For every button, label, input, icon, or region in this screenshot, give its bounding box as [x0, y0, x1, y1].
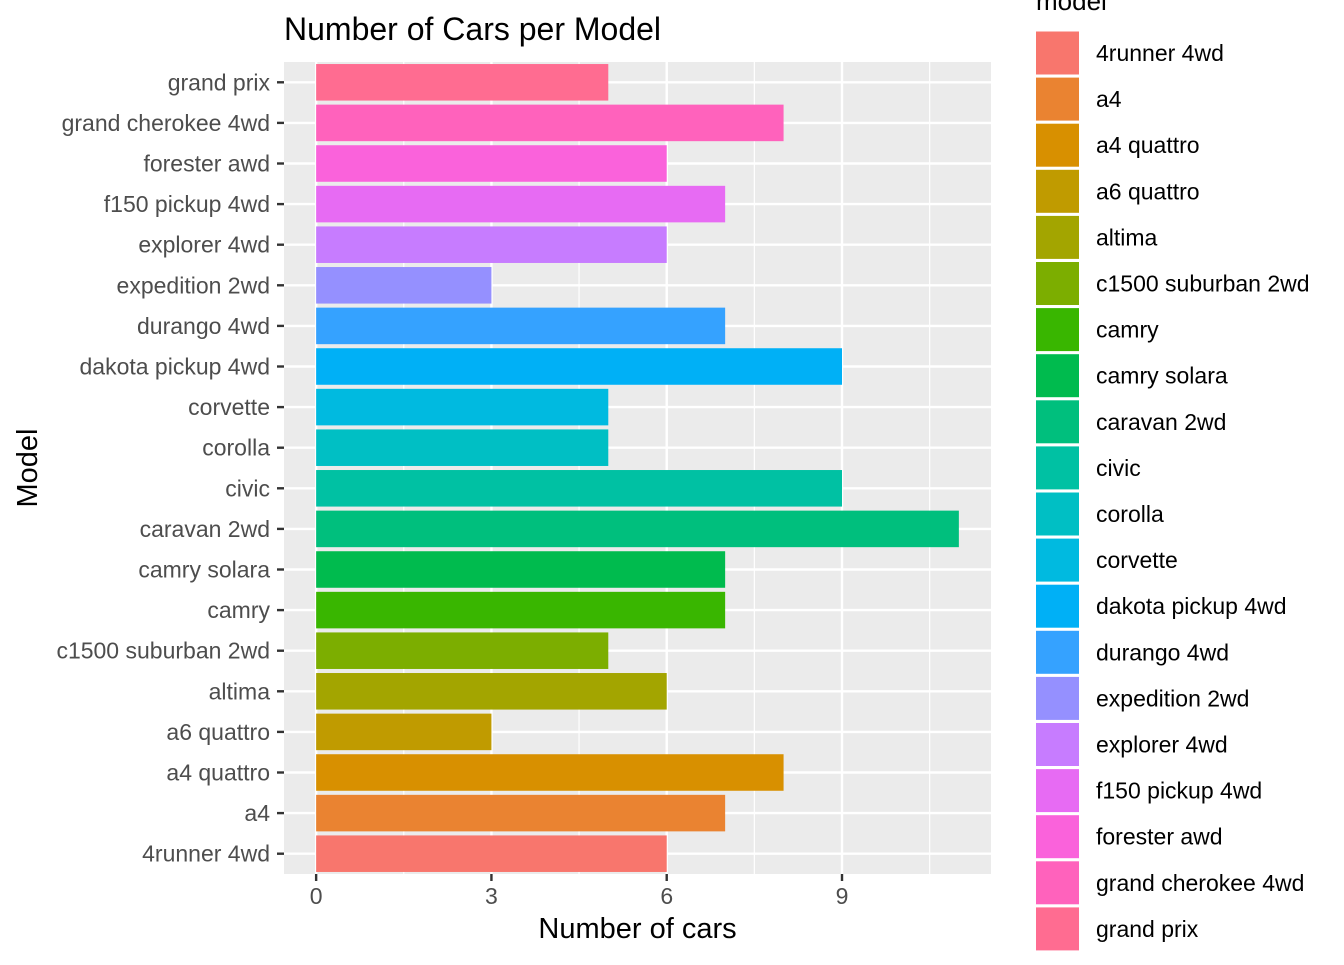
y-tick-label: expedition 2wd	[117, 272, 270, 298]
bar-civic	[316, 470, 843, 507]
legend-title: model	[1036, 0, 1107, 16]
y-tick-label: durango 4wd	[137, 313, 270, 339]
legend-label: c1500 suburban 2wd	[1096, 271, 1310, 297]
legend-label: corvette	[1096, 547, 1178, 573]
legend-key	[1036, 630, 1079, 674]
bar-corolla	[316, 429, 609, 466]
legend-key	[1036, 723, 1079, 766]
bar-camry	[316, 591, 726, 629]
legend-key	[1036, 169, 1079, 213]
x-axis-label: Number of cars	[538, 913, 736, 945]
legend-key	[1036, 400, 1079, 444]
bars	[316, 64, 959, 872]
bar-forester-awd	[316, 145, 667, 182]
bar-4runner-4wd	[316, 835, 667, 872]
legend-key	[1036, 538, 1079, 582]
legend-key	[1036, 907, 1079, 951]
legend-key	[1036, 215, 1079, 259]
legend-label: a4 quattro	[1096, 132, 1200, 158]
legend-key	[1036, 31, 1079, 75]
legend-key	[1036, 354, 1079, 398]
y-tick-label: a6 quattro	[166, 719, 270, 745]
y-tick-label: civic	[225, 475, 270, 501]
bar-grand-prix	[316, 64, 609, 101]
y-tick-label: camry solara	[138, 557, 270, 583]
legend-label: grand cherokee 4wd	[1096, 870, 1304, 896]
bar-a6-quattro	[316, 713, 492, 751]
legend-label: a4	[1096, 86, 1122, 112]
legend-label: grand prix	[1096, 916, 1199, 942]
y-tick-label: grand cherokee 4wd	[62, 110, 270, 136]
y-tick-label: dakota pickup 4wd	[79, 354, 270, 380]
x-tick-label: 6	[660, 883, 673, 909]
legend-label: dakota pickup 4wd	[1096, 593, 1287, 619]
y-axis-label: Model	[12, 429, 44, 508]
bar-c1500-suburban-2wd	[316, 632, 609, 669]
legend-label: altima	[1096, 224, 1158, 250]
y-tick-label: camry	[207, 597, 270, 623]
y-tick-label: a4 quattro	[166, 760, 270, 786]
bar-durango-4wd	[316, 307, 726, 345]
plot-panel	[284, 62, 991, 874]
legend-label: caravan 2wd	[1096, 409, 1226, 435]
y-tick-label: corolla	[202, 435, 270, 461]
legend-key	[1036, 262, 1079, 305]
legend-label: civic	[1096, 455, 1141, 481]
bar-corvette	[316, 388, 609, 426]
legend-label: expedition 2wd	[1096, 685, 1249, 711]
bar-a4	[316, 794, 726, 832]
legend-label: camry solara	[1096, 363, 1228, 389]
legend-label: 4runner 4wd	[1096, 40, 1224, 66]
x-tick-label: 3	[485, 883, 498, 909]
legend-key	[1036, 123, 1079, 167]
y-tick-label: corvette	[188, 394, 270, 420]
bar-camry-solara	[316, 551, 726, 588]
legend-label: camry	[1096, 317, 1159, 343]
legend-label: a6 quattro	[1096, 178, 1200, 204]
x-axis: 0 3 6 9	[310, 874, 849, 909]
bar-grand-cherokee-4wd	[316, 104, 784, 142]
bar-expedition-2wd	[316, 267, 492, 304]
y-tick-label: grand prix	[168, 69, 271, 95]
legend-key	[1036, 308, 1079, 352]
y-tick-label: forester awd	[143, 151, 270, 177]
x-tick-label: 9	[836, 883, 849, 909]
y-tick-label: caravan 2wd	[140, 516, 270, 542]
legend-label: f150 pickup 4wd	[1096, 778, 1262, 804]
y-tick-label: 4runner 4wd	[142, 841, 270, 867]
y-tick-label: explorer 4wd	[138, 232, 270, 258]
y-tick-label: altima	[209, 678, 271, 704]
bar-f150-pickup-4wd	[316, 185, 726, 223]
bar-dakota-pickup-4wd	[316, 348, 843, 385]
legend-key	[1036, 769, 1079, 813]
y-tick-label: f150 pickup 4wd	[104, 191, 270, 217]
legend-key	[1036, 446, 1079, 490]
legend-key	[1036, 584, 1079, 628]
legend-label: durango 4wd	[1096, 639, 1229, 665]
bar-altima	[316, 673, 667, 710]
legend-key	[1036, 861, 1079, 905]
y-tick-label: a4	[244, 800, 270, 826]
legend-key	[1036, 492, 1079, 536]
legend-key	[1036, 676, 1079, 720]
legend-label: forester awd	[1096, 824, 1223, 850]
chart-title: Number of Cars per Model	[284, 11, 661, 47]
legend-label: corolla	[1096, 501, 1164, 527]
bar-explorer-4wd	[316, 226, 667, 263]
x-tick-label: 0	[310, 883, 323, 909]
bar-caravan-2wd	[316, 510, 959, 548]
legend: 4runner 4wd a4 a4 quattro a6 quattro altima c…	[1036, 31, 1310, 951]
legend-key	[1036, 77, 1079, 121]
legend-label: explorer 4wd	[1096, 732, 1228, 758]
bar-a4-quattro	[316, 754, 784, 791]
y-axis: 4runner 4wd a4 a4 quattro a6 quattro altima c…	[56, 69, 284, 867]
y-tick-label: c1500 suburban 2wd	[56, 638, 270, 664]
legend-key	[1036, 815, 1079, 859]
